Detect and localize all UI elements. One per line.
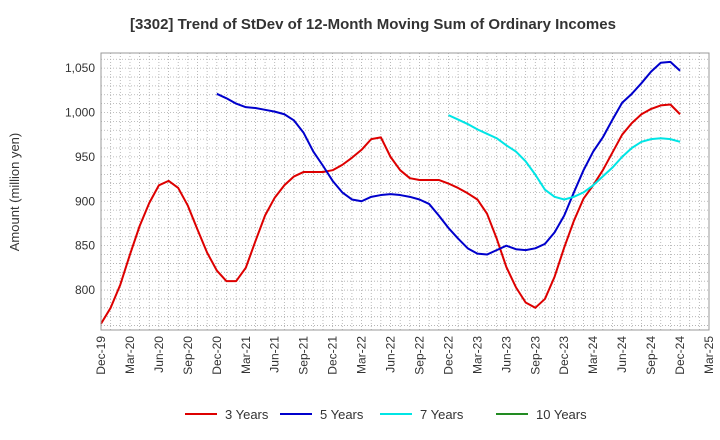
y-axis-label: Amount (million yen): [7, 133, 22, 252]
x-tick-label: Mar-22: [355, 336, 369, 374]
x-tick-label: Mar-20: [123, 336, 137, 374]
chart-title: [3302] Trend of StDev of 12-Month Moving…: [130, 16, 616, 33]
legend-label-3-years: 3 Years: [225, 407, 269, 422]
x-tick-label: Jun-23: [499, 336, 513, 373]
series-line-5-years: [216, 60, 681, 256]
x-tick-label: Dec-23: [557, 336, 571, 375]
y-tick-label: 850: [75, 239, 95, 253]
x-tick-label: Dec-21: [326, 336, 340, 375]
y-tick-label: 1,050: [65, 61, 95, 75]
x-tick-label: Sep-24: [644, 336, 658, 375]
legend-label-5-years: 5 Years: [320, 407, 364, 422]
series-line-7-years: [448, 114, 681, 201]
x-tick-label: Mar-21: [239, 336, 253, 374]
legend: 3 Years 5 Years 7 Years 10 Years: [185, 407, 587, 422]
plot-frame: [100, 52, 710, 331]
x-tick-label: Mar-25: [702, 336, 716, 374]
x-ticks: Dec-19 Mar-20 Jun-20 Sep-20 Dec-20 Mar-21 Jun-…: [94, 336, 716, 375]
y-tick-label: 1,000: [65, 105, 95, 119]
x-tick-label: Dec-19: [94, 336, 108, 375]
x-tick-label: Sep-21: [297, 336, 311, 375]
x-tick-label: Jun-24: [615, 336, 629, 373]
series-layer: [100, 60, 681, 325]
series-line-3-years: [100, 103, 681, 325]
x-tick-label: Jun-20: [152, 336, 166, 373]
x-tick-label: Dec-20: [210, 336, 224, 375]
y-tick-label: 900: [75, 194, 95, 208]
x-tick-label: Dec-24: [673, 336, 687, 375]
legend-label-10-years: 10 Years: [536, 407, 587, 422]
x-tick-label: Sep-22: [412, 336, 426, 375]
y-ticks: 800 850 900 950 1,000 1,050: [65, 61, 95, 297]
x-tick-label: Dec-22: [441, 336, 455, 375]
y-tick-label: 800: [75, 283, 95, 297]
x-tick-label: Mar-23: [470, 336, 484, 374]
x-tick-label: Jun-21: [268, 336, 282, 373]
x-tick-label: Mar-24: [586, 336, 600, 374]
x-tick-label: Sep-23: [528, 336, 542, 375]
x-tick-label: Jun-22: [384, 336, 398, 373]
x-tick-label: Sep-20: [181, 336, 195, 375]
grid: [101, 53, 709, 330]
y-tick-label: 950: [75, 150, 95, 164]
legend-label-7-years: 7 Years: [420, 407, 464, 422]
